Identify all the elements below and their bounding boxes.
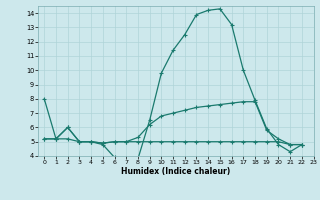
X-axis label: Humidex (Indice chaleur): Humidex (Indice chaleur) — [121, 167, 231, 176]
